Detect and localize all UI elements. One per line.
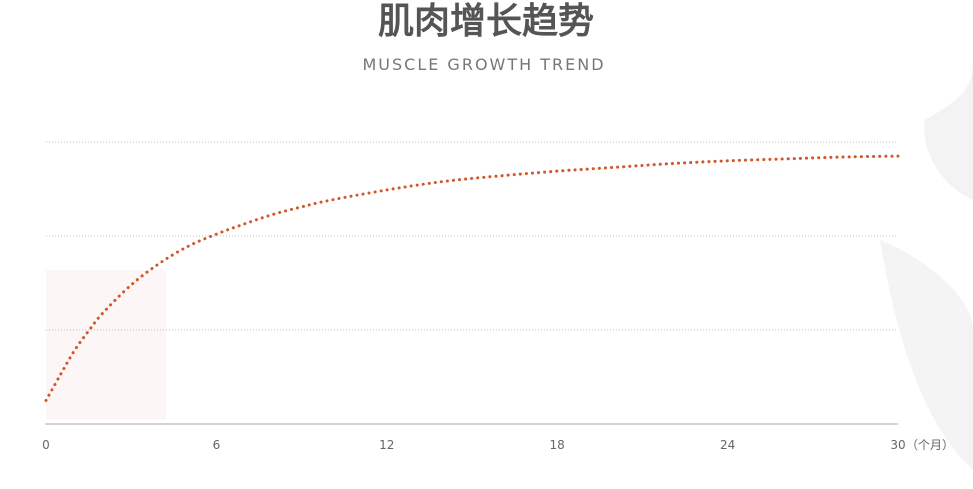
x-tick-label: 6 bbox=[213, 438, 221, 452]
x-tick-label: 24 bbox=[720, 438, 735, 452]
chart-subtitle: MUSCLE GROWTH TREND bbox=[362, 55, 605, 74]
gridlines bbox=[46, 141, 898, 331]
series-group bbox=[44, 154, 900, 402]
x-tick-label: 18 bbox=[550, 438, 565, 452]
series-line bbox=[44, 154, 900, 402]
x-tick-label: 12 bbox=[379, 438, 394, 452]
background-watermark bbox=[46, 60, 973, 470]
x-tick-labels: 0 6 12 18 24 30 bbox=[42, 438, 905, 452]
x-tick-label: 0 bbox=[42, 438, 50, 452]
x-axis-unit: （个月） bbox=[906, 438, 954, 452]
chart-title: 肌肉增长趋势 bbox=[378, 1, 594, 42]
x-tick-label: 30 bbox=[890, 438, 905, 452]
